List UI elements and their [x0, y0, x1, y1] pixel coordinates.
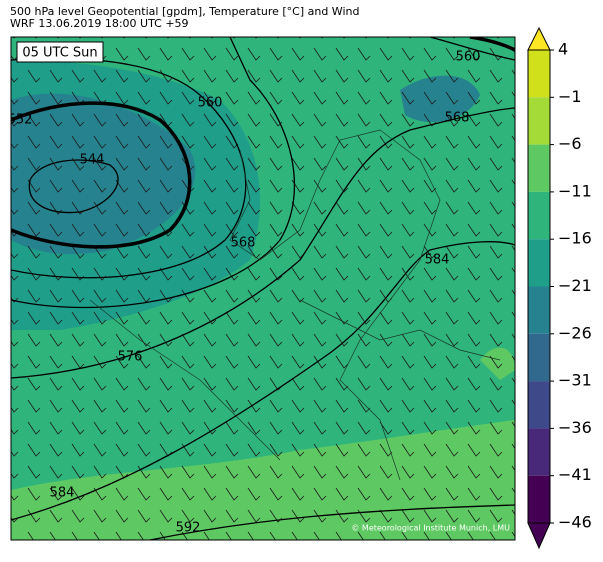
colorbar-band: [528, 475, 550, 523]
colorbar-band: [528, 333, 550, 382]
colorbar-tick-label: −11: [558, 181, 592, 200]
colorbar: 4 −1 −6 −11 −16 −21 −26 −31 −36 −41 −46: [527, 26, 592, 550]
header-line: 500 hPa level Geopotential [gpdm], Tempe…: [10, 5, 359, 18]
contour-label: 560: [456, 50, 481, 65]
colorbar-tick-label: −41: [558, 465, 592, 484]
contour-label: 568: [445, 111, 470, 126]
time-box: [16, 41, 104, 63]
contour-label: 584: [50, 486, 75, 501]
colorbar-band: [528, 97, 550, 145]
colorbar-band: [528, 428, 550, 476]
colorbar-tick-label: −46: [558, 513, 592, 532]
colorbar-tick-label: −36: [558, 418, 592, 437]
colorbar-cap: [527, 26, 551, 51]
colorbar-band: [528, 144, 550, 192]
colorbar-band: [528, 381, 550, 429]
contour-label: 584: [425, 253, 450, 268]
contour-label: 592: [176, 521, 201, 536]
colorbar-band: [528, 239, 550, 287]
colorbar-band: [528, 191, 550, 240]
colorbar-band: [528, 50, 550, 98]
colorbar-cap: [527, 522, 551, 550]
colorbar-band: [528, 286, 550, 334]
contour-label: 544: [80, 153, 105, 168]
colorbar-tick-label: −16: [558, 229, 592, 248]
colorbar-tick-label: −6: [558, 134, 582, 153]
map: 552 544 560 568 560 568 576 584 584 592 …: [8, 37, 515, 540]
contour-label: 568: [231, 236, 256, 251]
contour-label: 552: [8, 113, 33, 128]
colorbar-tick-label: 4: [558, 40, 568, 59]
time-label: 05 UTC Sun: [22, 46, 97, 61]
credit: © Meteorological Institute Munich, LMU: [351, 524, 510, 533]
map-frame: [10, 36, 516, 541]
contour-label: 560: [198, 96, 223, 111]
colorbar-tick-label: −31: [558, 371, 592, 390]
header-line: WRF 13.06.2019 18:00 UTC +59: [10, 17, 189, 30]
contour-label: 576: [118, 350, 143, 365]
colorbar-tick-label: −21: [558, 276, 592, 295]
colorbar-tick-label: −1: [558, 87, 582, 106]
colorbar-tick-label: −26: [558, 323, 592, 342]
